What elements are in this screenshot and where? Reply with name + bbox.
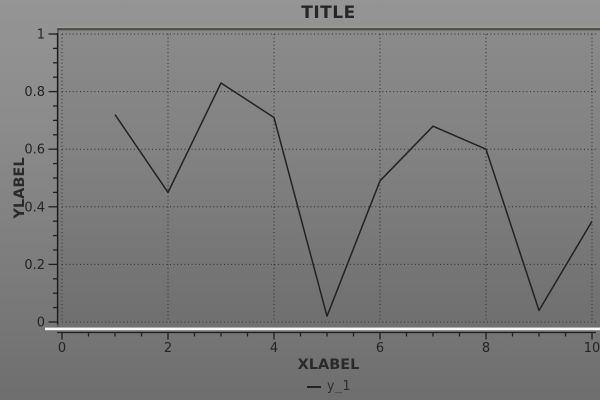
axis-rulers [48, 33, 596, 340]
chart-title: TITLE [301, 3, 356, 23]
legend: y_1 [57, 379, 600, 394]
y-tick-label: 0.2 [24, 258, 45, 273]
y-tick-labels: 0 0.2 0.4 0.6 0.8 1 [24, 28, 45, 331]
x-axis-label: XLABEL [297, 357, 360, 373]
grid-lines [61, 33, 597, 323]
plot-area-bg [57, 29, 600, 327]
plot-bottom-bevel-highlight [45, 327, 600, 331]
x-tick-label: 10 [584, 341, 600, 356]
x-tick-label: 2 [164, 341, 172, 356]
x-tick-label: 0 [58, 341, 66, 356]
legend-series-label: y_1 [326, 379, 351, 394]
x-tick-labels: 0 2 4 6 8 10 [58, 341, 600, 356]
x-tick-label: 6 [376, 341, 384, 356]
legend-line-sample-icon [306, 385, 321, 388]
y-tick-label: 0 [37, 316, 45, 331]
y-tick-label: 1 [37, 28, 45, 43]
y-tick-label: 0.8 [24, 85, 45, 100]
x-tick-label: 8 [482, 341, 490, 356]
y-tick-label: 0.6 [24, 143, 45, 158]
y-axis-label: YLABEL [12, 157, 28, 219]
series-line-y_1 [114, 82, 593, 317]
x-tick-label: 4 [270, 341, 278, 356]
y-tick-label: 0.4 [24, 200, 45, 215]
